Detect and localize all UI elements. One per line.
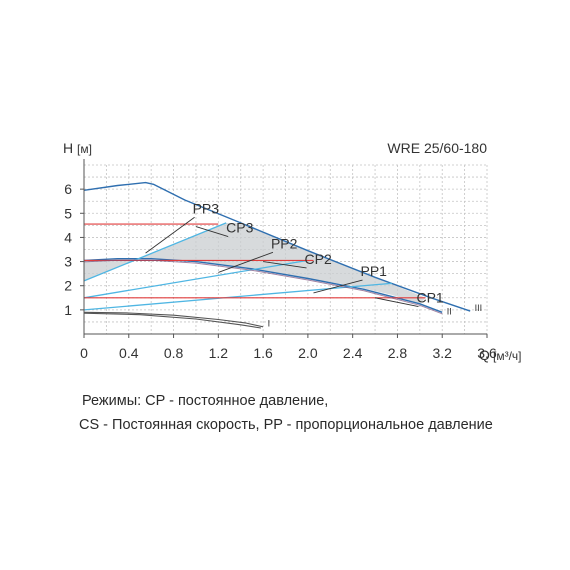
x-axis-label: Q — [479, 347, 490, 363]
x-tick-label: 3.2 — [432, 345, 452, 361]
caption-line-2: CS - Постоянная скорость, PP - пропорцио… — [79, 417, 493, 433]
x-axis-unit: [м³/ч] — [493, 349, 522, 363]
annotation-leader-cp3 — [195, 226, 229, 238]
annotation-leader-cp1 — [374, 297, 419, 308]
y-tick-label: 1 — [64, 302, 72, 318]
series-pp-pp3 — [83, 222, 227, 282]
x-tick-label: 2.4 — [343, 345, 363, 361]
series-speed-I-i — [83, 311, 264, 328]
series-speed-III-iii — [83, 181, 471, 312]
series-speed-I-lower-i — [83, 312, 261, 329]
x-tick-label: 0.8 — [164, 345, 184, 361]
x-tick-label: 1.2 — [209, 345, 229, 361]
y-tick-label: 3 — [64, 254, 72, 270]
x-tick-label: 3.6 — [477, 345, 497, 361]
series-speed-II-ii — [83, 258, 443, 313]
y-tick-label: 5 — [64, 205, 72, 221]
annotation-leader-pp3 — [145, 216, 195, 254]
series-speed-II-shadow — [83, 259, 443, 315]
annotation-label-pp3: PP3 — [193, 200, 220, 216]
annotation-label-cp3: CP3 — [226, 220, 253, 236]
annotation-label-pp1: PP1 — [361, 263, 388, 279]
annotation-label-cp1: CP1 — [416, 290, 443, 306]
series-pp-pp2 — [83, 259, 309, 299]
caption-line-1: Режимы: CP - постоянное давление, — [82, 393, 329, 409]
y-tick-label: 2 — [64, 278, 72, 294]
x-tick-label: 2.8 — [388, 345, 408, 361]
annotation-leader-pp1 — [313, 279, 363, 294]
chart-title: WRE 25/60-180 — [387, 140, 487, 156]
annotation-leader-pp2 — [218, 251, 274, 273]
annotation-leader-cp2 — [263, 261, 307, 269]
curve-label-ii: II — [447, 307, 452, 317]
annotation-label-pp2: PP2 — [271, 235, 298, 251]
x-tick-label: 0.4 — [119, 345, 139, 361]
curve-label-i: I — [268, 318, 271, 328]
y-axis-label: H — [63, 140, 73, 156]
y-tick-label: 6 — [64, 181, 72, 197]
series-pp-pp1 — [83, 282, 392, 311]
x-tick-label: 0 — [80, 345, 88, 361]
y-axis-unit: [м] — [77, 142, 92, 156]
x-tick-label: 1.6 — [253, 345, 273, 361]
curve-label-iii: III — [475, 303, 483, 313]
operating-region — [84, 222, 426, 304]
x-tick-label: 2.0 — [298, 345, 318, 361]
y-tick-label: 4 — [64, 229, 72, 245]
annotation-label-cp2: CP2 — [305, 251, 332, 267]
